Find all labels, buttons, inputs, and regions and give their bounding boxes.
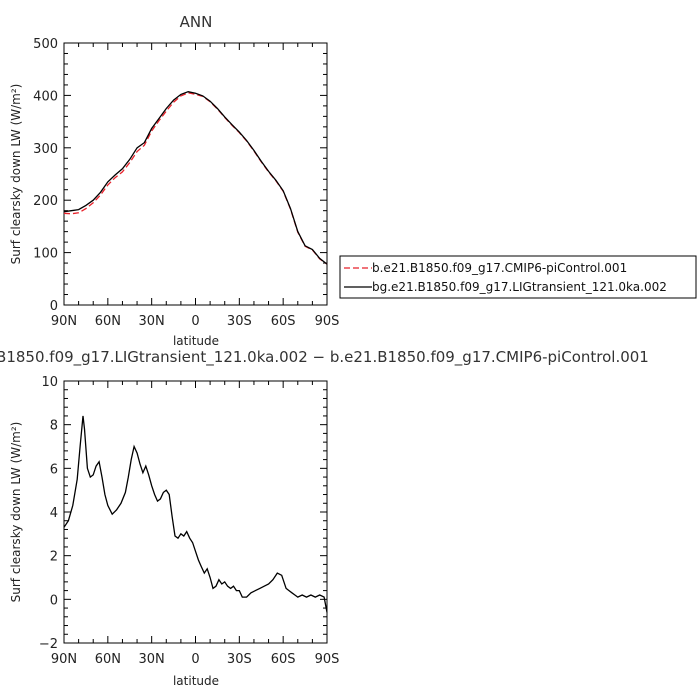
data-lines <box>63 91 328 265</box>
x-tick-label: 0 <box>191 652 199 667</box>
x-axis-label: latitude <box>173 334 219 348</box>
panel-top: ANN 90N 60N 30N 0 30S 60S 90S0100200300400500 … <box>9 13 339 348</box>
chart-title: bg.e21.B1850.f09_g17.LIGtransient_121.0k… <box>0 348 649 367</box>
y-tick-label: 100 <box>33 247 58 262</box>
x-tick-label: 30S <box>227 314 252 329</box>
legend-box <box>339 255 697 299</box>
series-line-difference <box>63 415 328 613</box>
chart-title: ANN <box>180 13 213 31</box>
axis-ticks: 90N 60N 30N 0 30S 60S 90S 0 100 200 300 400 500 <box>33 37 339 329</box>
x-tick-label: 90N <box>51 652 77 667</box>
x-tick-label: 30N <box>139 314 165 329</box>
legend-label-control: b.e21.B1850.f09_g17.CMIP6-piControl.001 <box>372 261 627 275</box>
y-tick-label: 300 <box>33 142 58 157</box>
x-axis-label: latitude <box>173 674 219 688</box>
series-line-ligtransient <box>63 91 328 265</box>
x-tick-label: 0 <box>191 314 199 329</box>
y-tick-label: 2 <box>50 550 58 565</box>
legend-label-ligtransient: bg.e21.B1850.f09_g17.LIGtransient_121.0k… <box>372 280 667 294</box>
y-tick-label: 8 <box>50 419 58 434</box>
y-tick-label: 4 <box>50 506 58 521</box>
x-tick-label: 90S <box>315 652 340 667</box>
axis-ticks: 90N 60N 30N 0 30S 60S 90S −2 0 2 4 6 8 10 <box>39 375 340 667</box>
data-lines <box>63 415 328 613</box>
panel-bottom: bg.e21.B1850.f09_g17.LIGtransient_121.0k… <box>0 348 649 688</box>
x-tick-label: 60S <box>271 652 296 667</box>
x-tick-label: 60N <box>95 652 121 667</box>
y-tick-label: 0 <box>50 593 58 608</box>
x-tick-label: 90N <box>51 314 77 329</box>
x-tick-label: 30S <box>227 652 252 667</box>
x-tick-label: 30N <box>139 652 165 667</box>
y-tick-label: 500 <box>33 37 58 52</box>
plot-frame <box>63 380 328 644</box>
x-tick-label: 60N <box>95 314 121 329</box>
y-tick-label: 10 <box>41 375 58 390</box>
y-axis-label: Surf clearsky down LW (W/m²) <box>9 84 23 265</box>
x-tick-label: 90S <box>315 314 340 329</box>
y-tick-label: 400 <box>33 89 58 104</box>
y-tick-label: 6 <box>50 462 58 477</box>
y-tick-label: 0 <box>50 299 58 314</box>
legend: b.e21.B1850.f09_g17.CMIP6-piControl.001 … <box>339 255 697 299</box>
y-tick-label: −2 <box>39 637 58 652</box>
series-line-control <box>63 92 328 265</box>
x-tick-label: 60S <box>271 314 296 329</box>
plot-frame <box>63 42 328 306</box>
y-tick-label: 200 <box>33 194 58 209</box>
y-axis-label: Surf clearsky down LW (W/m²) <box>9 422 23 603</box>
